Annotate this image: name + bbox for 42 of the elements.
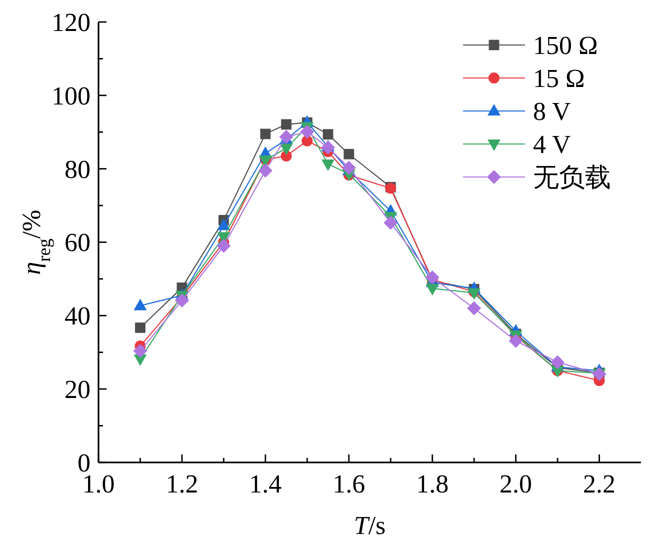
point [468, 288, 481, 300]
y-tick-label: 80 [64, 154, 90, 184]
point [281, 119, 292, 130]
point [133, 344, 148, 358]
x-tick-label: 2.2 [583, 469, 616, 498]
point [384, 216, 398, 230]
point [279, 130, 294, 144]
y-tick-label: 20 [64, 375, 90, 404]
x-tick-label: 1.8 [416, 469, 449, 498]
x-axis-title: T/s [354, 511, 386, 540]
point [280, 144, 293, 156]
legend-label: 无负载 [533, 163, 611, 192]
x-tick-label: 1.4 [249, 469, 282, 498]
y-tick-label: 120 [52, 8, 90, 37]
point [300, 124, 314, 139]
point [467, 301, 482, 316]
point [302, 135, 313, 146]
legend-label: 8 V [533, 97, 572, 126]
point [258, 164, 272, 178]
point [174, 294, 189, 308]
x-tick-label: 1.2 [166, 469, 198, 498]
point [134, 298, 147, 310]
point [344, 148, 354, 160]
point [216, 238, 231, 253]
point [260, 128, 271, 140]
y-tick-label: 100 [52, 81, 90, 110]
point [217, 218, 230, 230]
point [322, 129, 334, 140]
point [425, 270, 440, 284]
y-tick-label: 40 [64, 302, 90, 331]
point [426, 284, 439, 296]
point [508, 334, 523, 348]
x-tick-label: 1.6 [332, 469, 366, 498]
point [550, 355, 565, 370]
point [135, 322, 146, 333]
point [322, 160, 335, 172]
point [342, 160, 356, 175]
legend-label: 15 Ω [533, 64, 585, 93]
x-tick-label: 2.0 [500, 469, 532, 498]
legend-label: 150 Ω [533, 31, 598, 60]
legend-label: 4 V [533, 130, 572, 159]
y-tick-label: 60 [64, 228, 90, 258]
